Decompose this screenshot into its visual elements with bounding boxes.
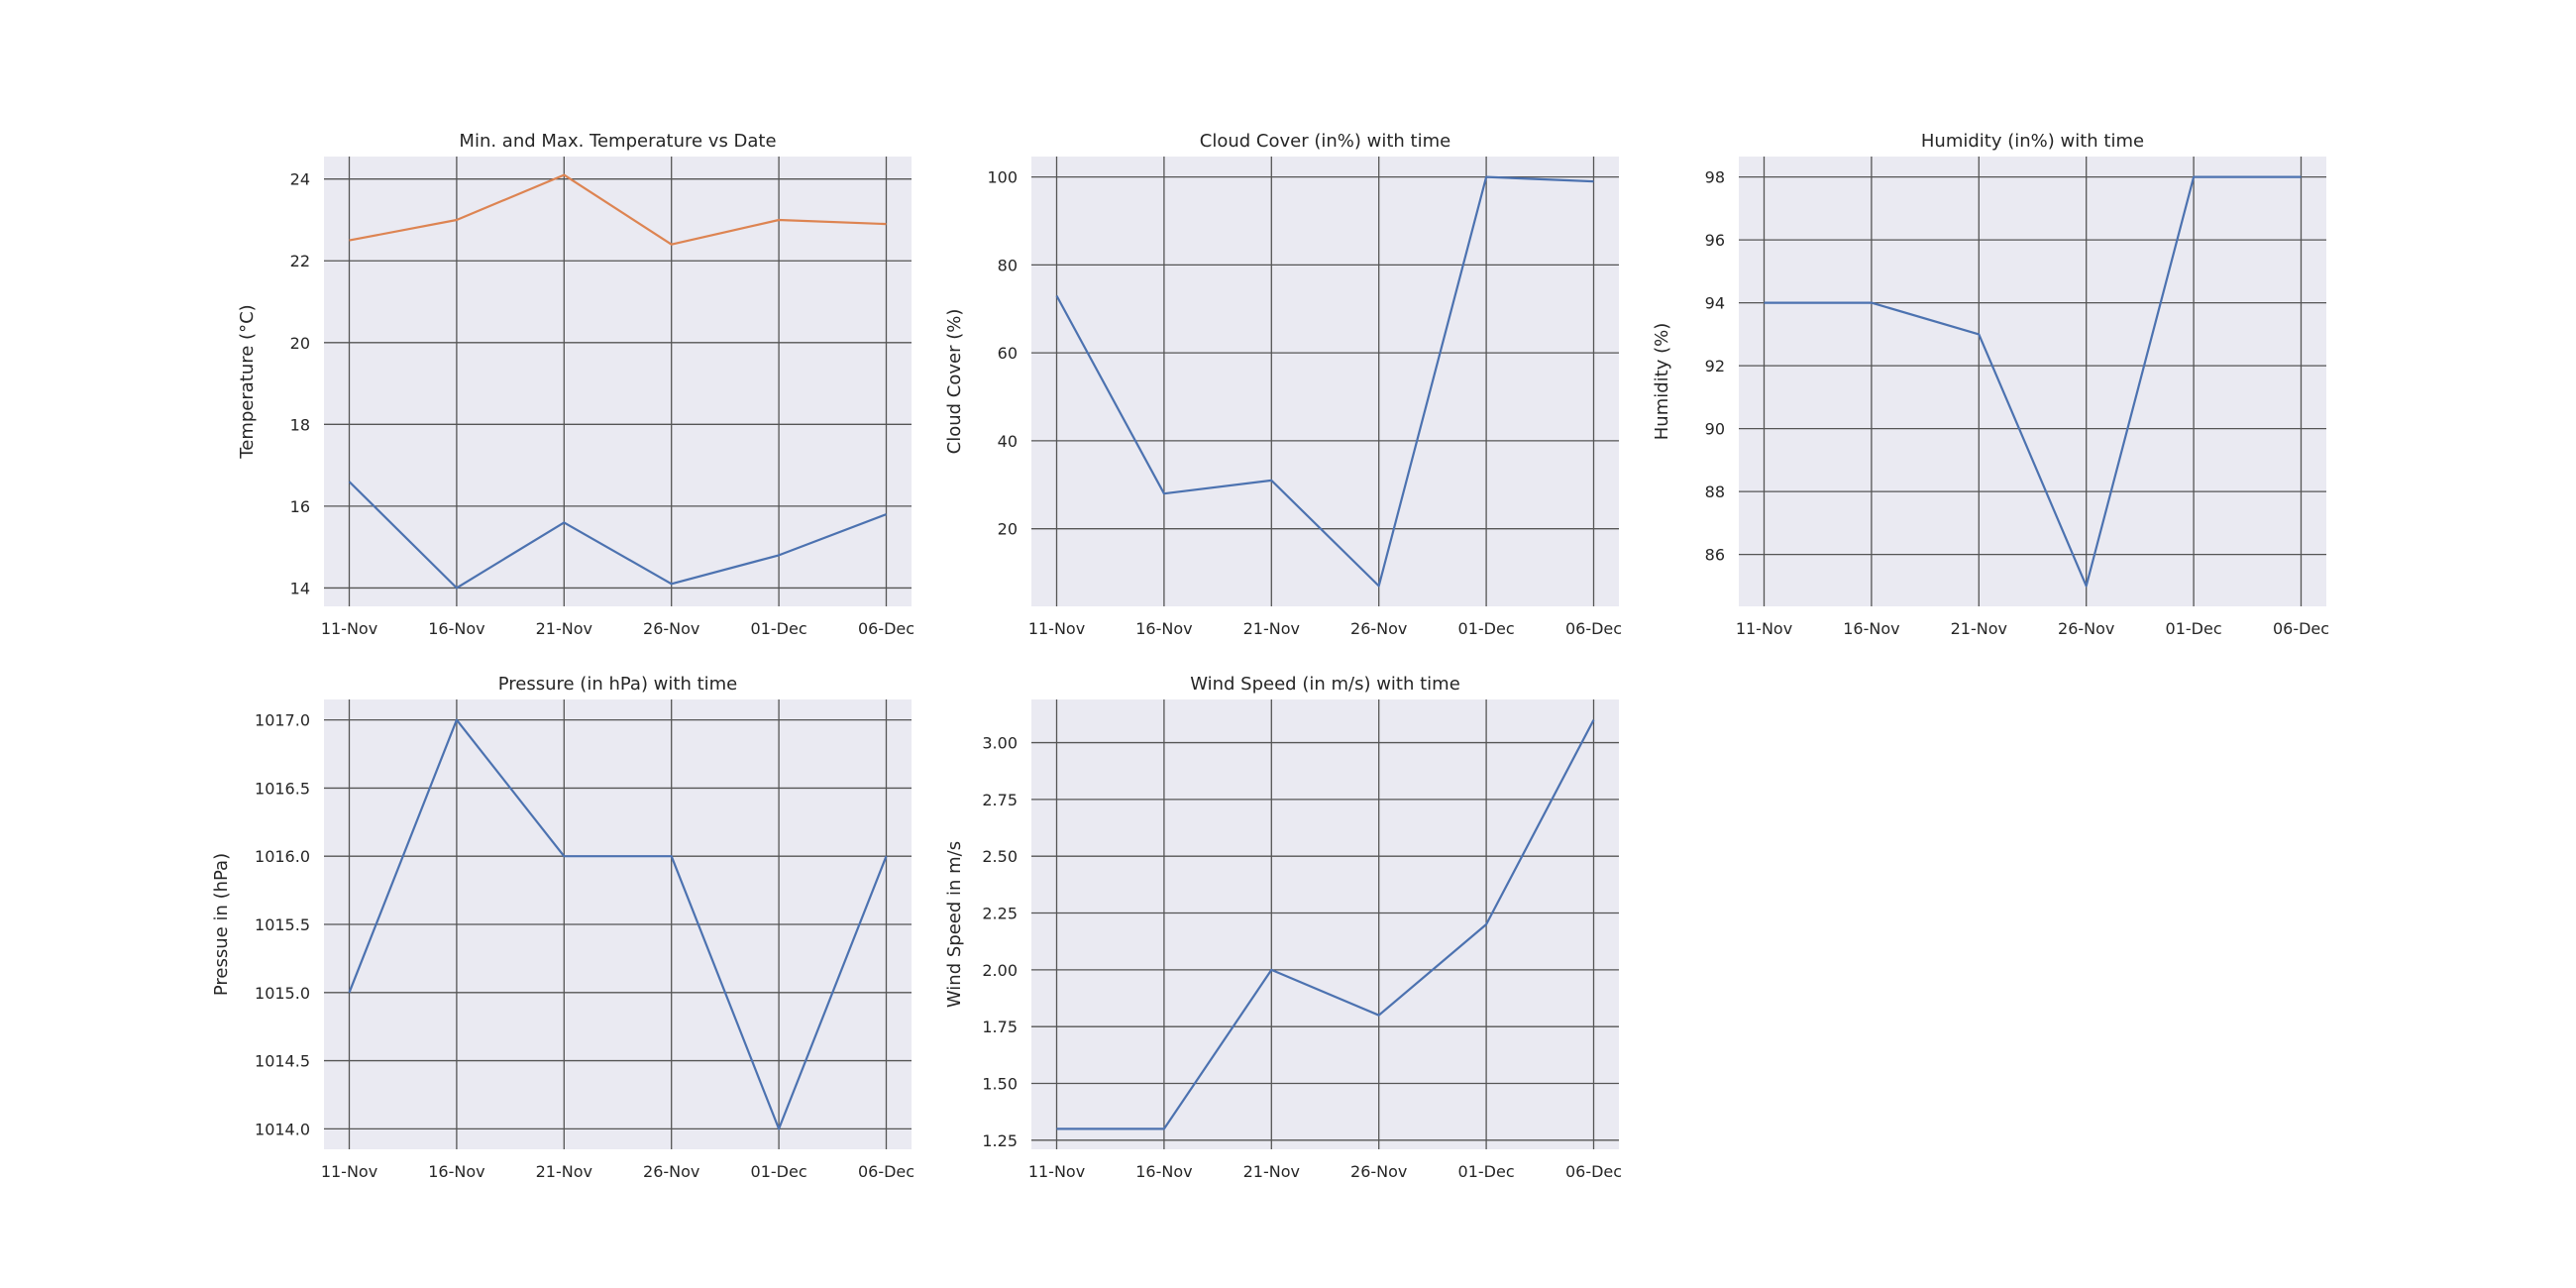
y-tick-label: 14: [290, 579, 310, 597]
x-tick-label: 11-Nov: [1736, 619, 1792, 638]
x-tick-label: 06-Dec: [1565, 619, 1622, 638]
y-tick-label: 1.75: [982, 1018, 1018, 1036]
chart-title: Min. and Max. Temperature vs Date: [459, 131, 776, 152]
y-tick-label: 2.25: [982, 905, 1018, 923]
plot-area: [1739, 157, 2326, 606]
series-line-1: [348, 718, 888, 1130]
x-tick-label: 06-Dec: [1565, 1162, 1622, 1181]
y-tick-label: 1014.0: [255, 1120, 310, 1138]
y-tick-label: 60: [998, 344, 1018, 363]
x-tick-label: 11-Nov: [321, 619, 377, 638]
chart-panel-5: 11-Nov 16-Nov 21-Nov 26-Nov 01-Dec 06-Dec 1.25…: [944, 674, 1622, 1181]
series-line-1: [1055, 175, 1594, 588]
x-tick-label: 06-Dec: [2273, 619, 2329, 638]
x-tick-label: 01-Dec: [1458, 619, 1515, 638]
y-tick-label: 1016.5: [255, 779, 310, 798]
x-tick-label: 21-Nov: [1951, 619, 2007, 638]
y-tick-label: 2.75: [982, 791, 1018, 809]
series-line-1: [1764, 175, 2302, 588]
x-tick-label: 01-Dec: [751, 1162, 807, 1181]
y-tick-label: 20: [998, 520, 1018, 539]
chart-panel-2: 11-Nov 16-Nov 21-Nov 26-Nov 01-Dec 06-Dec 20 40…: [944, 131, 1622, 638]
y-tick-label: 2.50: [982, 847, 1018, 866]
x-tick-label: 21-Nov: [536, 619, 592, 638]
y-tick-label: 20: [290, 334, 310, 353]
x-tick-label: 21-Nov: [1243, 1162, 1300, 1181]
x-tick-label: 06-Dec: [858, 619, 914, 638]
y-tick-label: 94: [1705, 294, 1725, 313]
chart-panel-3: 11-Nov 16-Nov 21-Nov 26-Nov 01-Dec 06-Dec 86 88…: [1652, 131, 2329, 638]
x-tick-label: 01-Dec: [1458, 1162, 1515, 1181]
plot-area: [1031, 699, 1619, 1149]
y-tick-label: 88: [1705, 483, 1725, 501]
y-tick-label: 40: [998, 432, 1018, 451]
y-tick-label: 2.00: [982, 961, 1018, 980]
chart-title: Humidity (in%) with time: [1921, 131, 2144, 152]
x-tick-label: 26-Nov: [1350, 619, 1407, 638]
y-tick-label: 1016.0: [255, 847, 310, 866]
y-tick-label: 24: [290, 170, 310, 189]
chart-title: Wind Speed (in m/s) with time: [1190, 674, 1460, 695]
x-tick-label: 26-Nov: [643, 619, 699, 638]
series-line-1: [348, 481, 887, 590]
x-tick-label: 16-Nov: [428, 1162, 484, 1181]
y-tick-label: 92: [1705, 357, 1725, 376]
y-tick-label: 96: [1705, 231, 1725, 250]
chart-title: Cloud Cover (in%) with time: [1200, 131, 1450, 152]
x-tick-label: 21-Nov: [1243, 619, 1300, 638]
y-axis-label: Humidity (%): [1652, 323, 1672, 441]
x-tick-label: 26-Nov: [643, 1162, 699, 1181]
y-axis-label: Pressue in (hPa): [211, 853, 232, 996]
x-tick-label: 16-Nov: [428, 619, 484, 638]
x-tick-label: 26-Nov: [1350, 1162, 1407, 1181]
chart-panel-4: 11-Nov 16-Nov 21-Nov 26-Nov 01-Dec 06-Dec 1014…: [211, 674, 914, 1181]
y-tick-label: 1.25: [982, 1131, 1018, 1150]
y-tick-label: 3.00: [982, 734, 1018, 753]
x-tick-label: 16-Nov: [1843, 619, 1899, 638]
plot-area: [1031, 157, 1619, 606]
x-tick-label: 01-Dec: [2166, 619, 2222, 638]
x-tick-label: 26-Nov: [2058, 619, 2114, 638]
x-tick-label: 06-Dec: [858, 1162, 914, 1181]
y-tick-label: 1015.5: [255, 915, 310, 934]
y-tick-label: 1017.0: [255, 711, 310, 730]
x-tick-label: 21-Nov: [536, 1162, 592, 1181]
y-tick-label: 1015.0: [255, 984, 310, 1003]
x-tick-label: 16-Nov: [1135, 1162, 1192, 1181]
series-line-1: [1056, 719, 1595, 1130]
y-tick-label: 1.50: [982, 1075, 1018, 1094]
y-axis-label: Wind Speed in m/s: [944, 841, 965, 1008]
y-axis-label: Temperature (°C): [237, 304, 258, 459]
x-tick-label: 16-Nov: [1135, 619, 1192, 638]
y-tick-label: 90: [1705, 420, 1725, 439]
y-tick-label: 80: [998, 256, 1018, 274]
y-tick-label: 100: [987, 168, 1018, 187]
y-axis-label: Cloud Cover (%): [944, 309, 965, 455]
y-tick-label: 1014.5: [255, 1052, 310, 1071]
y-tick-label: 18: [290, 415, 310, 434]
y-tick-label: 98: [1705, 168, 1725, 187]
y-tick-label: 16: [290, 497, 310, 516]
y-tick-label: 86: [1705, 546, 1725, 565]
chart-panel-1: 11-Nov 16-Nov 21-Nov 26-Nov 01-Dec 06-Dec 14 16…: [237, 131, 914, 638]
chart-title: Pressure (in hPa) with time: [498, 674, 738, 695]
series-line-2: [349, 173, 887, 246]
plot-area: [324, 157, 912, 606]
x-tick-label: 11-Nov: [321, 1162, 377, 1181]
x-tick-label: 01-Dec: [751, 619, 807, 638]
x-tick-label: 11-Nov: [1028, 1162, 1085, 1181]
x-tick-label: 11-Nov: [1028, 619, 1085, 638]
y-tick-label: 22: [290, 252, 310, 270]
